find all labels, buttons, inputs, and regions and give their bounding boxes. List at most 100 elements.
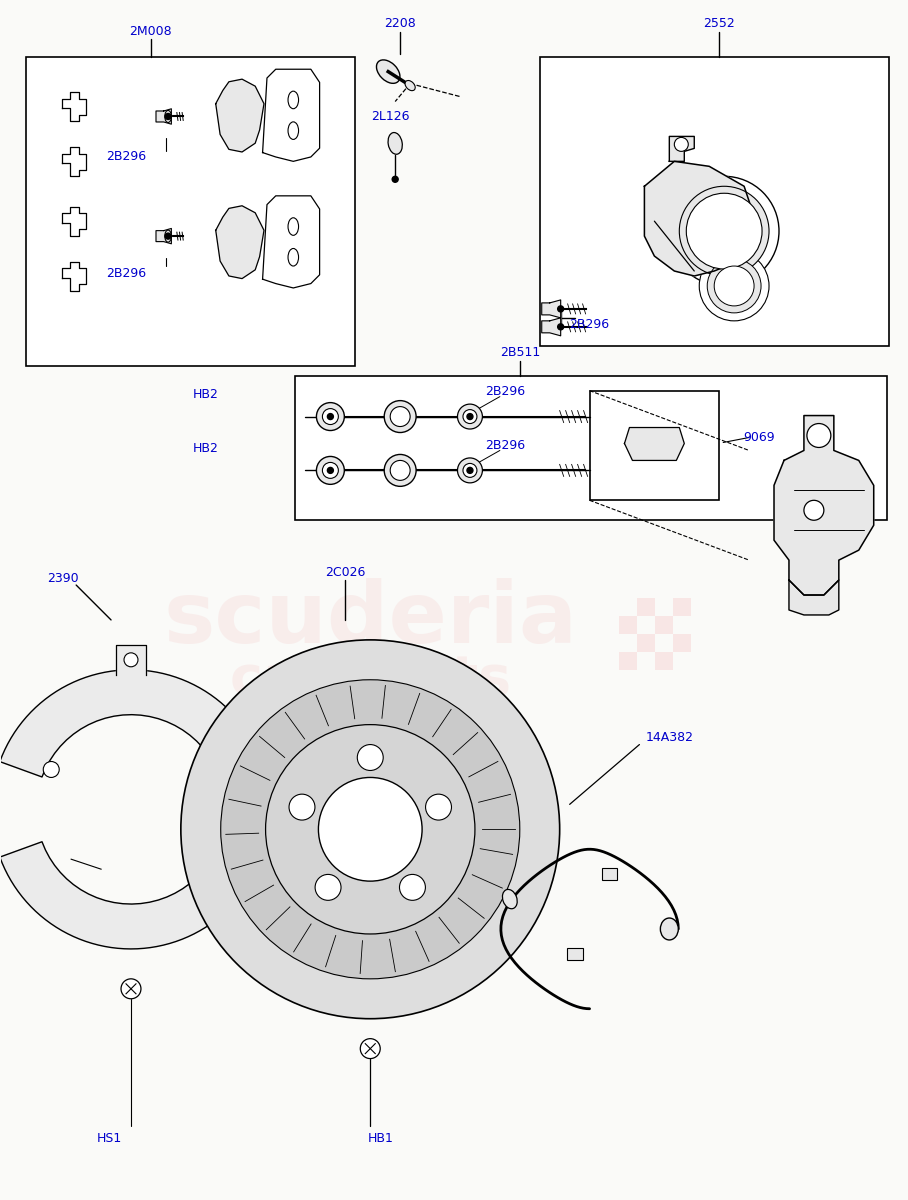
Polygon shape: [0, 670, 271, 949]
Polygon shape: [262, 196, 320, 288]
Text: HB1: HB1: [368, 1132, 393, 1145]
Circle shape: [467, 414, 473, 420]
Text: HB2: HB2: [192, 442, 219, 455]
Circle shape: [289, 794, 315, 820]
Circle shape: [558, 306, 564, 312]
Ellipse shape: [384, 401, 416, 432]
Circle shape: [315, 875, 341, 900]
Ellipse shape: [384, 455, 416, 486]
Polygon shape: [262, 70, 320, 161]
Text: 2B296: 2B296: [106, 266, 146, 280]
Circle shape: [221, 679, 519, 979]
Circle shape: [165, 233, 171, 239]
Text: 2390: 2390: [47, 571, 79, 584]
Ellipse shape: [288, 248, 299, 266]
Bar: [656, 616, 674, 634]
Text: 9069: 9069: [744, 431, 775, 444]
Circle shape: [124, 653, 138, 667]
Bar: [656, 652, 674, 670]
Polygon shape: [645, 161, 754, 276]
Ellipse shape: [463, 463, 477, 478]
Bar: [674, 598, 691, 616]
Circle shape: [807, 424, 831, 448]
Polygon shape: [774, 415, 873, 595]
Text: 2B296: 2B296: [485, 439, 525, 452]
Text: 2L126: 2L126: [371, 110, 410, 122]
Bar: [674, 634, 691, 652]
Bar: [637, 634, 656, 652]
Circle shape: [357, 744, 383, 770]
Polygon shape: [625, 427, 685, 461]
Circle shape: [679, 186, 769, 276]
Circle shape: [121, 979, 141, 998]
Text: 2M008: 2M008: [130, 25, 173, 38]
Text: 14A382: 14A382: [646, 731, 694, 744]
Circle shape: [392, 176, 399, 182]
Ellipse shape: [322, 462, 339, 479]
Bar: [637, 598, 656, 616]
Ellipse shape: [288, 217, 299, 235]
Text: scuderia: scuderia: [163, 578, 577, 661]
Ellipse shape: [390, 407, 410, 426]
Circle shape: [319, 778, 422, 881]
Circle shape: [669, 176, 779, 286]
Circle shape: [558, 324, 564, 330]
Text: HS1: HS1: [96, 1132, 122, 1145]
Circle shape: [804, 500, 824, 521]
Bar: [619, 652, 637, 670]
Text: 2B511: 2B511: [499, 347, 540, 359]
Ellipse shape: [390, 461, 410, 480]
Circle shape: [265, 725, 475, 934]
Circle shape: [328, 414, 333, 420]
Ellipse shape: [502, 889, 518, 908]
Bar: [567, 948, 583, 960]
Ellipse shape: [660, 918, 678, 940]
Polygon shape: [156, 109, 172, 124]
Ellipse shape: [388, 132, 402, 155]
Polygon shape: [542, 300, 560, 318]
Bar: [601, 868, 617, 880]
Polygon shape: [156, 228, 172, 244]
Circle shape: [707, 259, 761, 313]
Text: 2B296: 2B296: [569, 318, 609, 331]
Ellipse shape: [316, 403, 344, 431]
Polygon shape: [789, 580, 839, 614]
Circle shape: [400, 875, 426, 900]
Circle shape: [686, 193, 762, 269]
Text: car parts: car parts: [230, 653, 511, 707]
Polygon shape: [669, 137, 695, 161]
Ellipse shape: [458, 404, 482, 430]
Text: 2B296: 2B296: [106, 150, 146, 163]
Text: HB2: HB2: [192, 388, 219, 401]
Bar: [26, 56, 355, 366]
Circle shape: [360, 1039, 380, 1058]
Ellipse shape: [288, 91, 299, 109]
Polygon shape: [116, 644, 146, 674]
Bar: [589, 391, 719, 500]
Ellipse shape: [316, 456, 344, 485]
Circle shape: [328, 468, 333, 473]
Circle shape: [675, 138, 688, 151]
Circle shape: [467, 468, 473, 473]
Circle shape: [715, 266, 754, 306]
Text: 2B296: 2B296: [485, 385, 525, 398]
Text: 2208: 2208: [384, 17, 416, 30]
Ellipse shape: [322, 408, 339, 425]
Ellipse shape: [377, 60, 400, 83]
Ellipse shape: [164, 110, 172, 122]
Bar: [295, 376, 887, 521]
Text: 2552: 2552: [704, 17, 735, 30]
Ellipse shape: [288, 122, 299, 139]
Polygon shape: [216, 79, 264, 152]
Ellipse shape: [463, 409, 477, 424]
Circle shape: [181, 640, 559, 1019]
Text: 2C026: 2C026: [325, 565, 366, 578]
Circle shape: [426, 794, 451, 820]
Circle shape: [165, 114, 171, 120]
Bar: [539, 56, 889, 346]
Ellipse shape: [164, 230, 172, 242]
Polygon shape: [542, 318, 560, 336]
Circle shape: [44, 762, 59, 778]
Polygon shape: [216, 205, 264, 278]
Ellipse shape: [458, 458, 482, 482]
